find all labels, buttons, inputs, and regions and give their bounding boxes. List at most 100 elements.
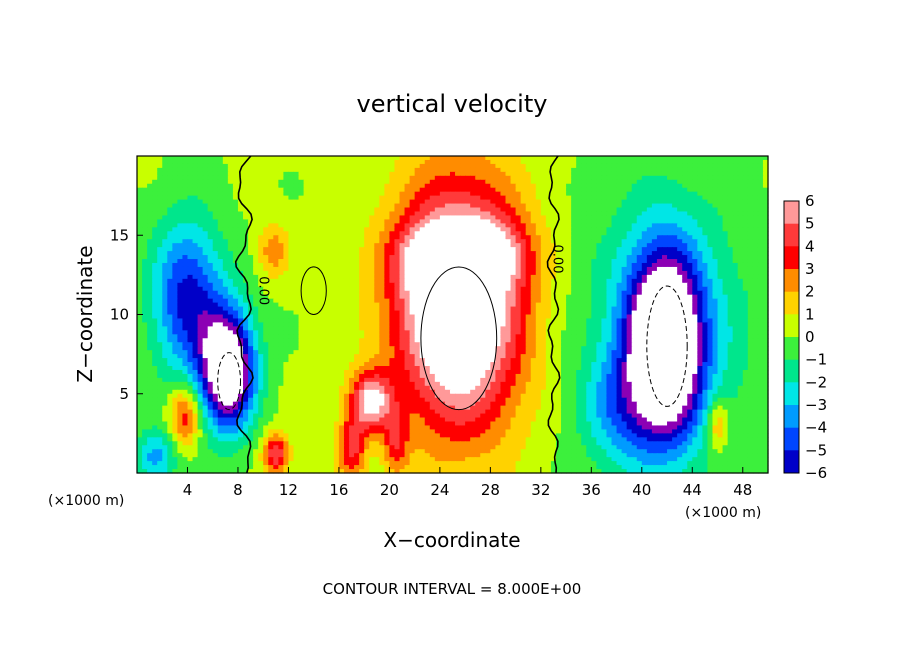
field-cell bbox=[667, 171, 673, 177]
field-cell bbox=[485, 156, 491, 161]
field-cell bbox=[747, 215, 754, 220]
field-cell bbox=[374, 278, 380, 284]
field-cell bbox=[520, 310, 527, 316]
field-cell bbox=[732, 274, 739, 280]
field-cell bbox=[455, 235, 461, 240]
field-cell bbox=[253, 191, 259, 197]
field-cell bbox=[757, 191, 764, 197]
field-cell bbox=[384, 187, 390, 193]
field-cell bbox=[217, 167, 224, 173]
field-cell bbox=[137, 251, 143, 256]
field-cell bbox=[586, 255, 592, 260]
field-cell bbox=[283, 183, 290, 189]
field-cell bbox=[288, 156, 295, 161]
field-cell bbox=[682, 211, 688, 217]
field-cell bbox=[555, 274, 562, 280]
field-cell bbox=[217, 199, 224, 205]
field-cell bbox=[656, 211, 663, 217]
field-cell bbox=[354, 223, 360, 228]
field-cell bbox=[379, 203, 385, 209]
field-cell bbox=[566, 156, 572, 161]
field-cell bbox=[379, 159, 385, 165]
field-cell bbox=[313, 199, 320, 205]
field-cell bbox=[313, 262, 320, 268]
field-cell bbox=[455, 298, 461, 304]
field-cell bbox=[586, 270, 592, 276]
field-cell bbox=[399, 207, 406, 213]
field-cell bbox=[601, 219, 608, 224]
field-cell bbox=[354, 282, 360, 288]
field-cell bbox=[424, 215, 431, 220]
field-cell bbox=[505, 298, 512, 304]
field-cell bbox=[616, 239, 623, 244]
field-cell bbox=[419, 159, 426, 165]
field-cell bbox=[677, 223, 683, 228]
field-cell bbox=[712, 199, 719, 205]
field-cell bbox=[419, 156, 426, 161]
field-cell bbox=[313, 231, 320, 236]
field-cell bbox=[752, 274, 759, 280]
field-cell bbox=[192, 274, 199, 280]
field-cell bbox=[515, 191, 522, 197]
field-cell bbox=[646, 171, 653, 177]
field-cell bbox=[697, 187, 703, 193]
field-cell bbox=[222, 199, 229, 205]
field-cell bbox=[333, 191, 340, 197]
field-cell bbox=[687, 262, 693, 268]
field-cell bbox=[343, 247, 350, 252]
field-cell bbox=[712, 255, 719, 260]
field-cell bbox=[687, 255, 693, 260]
field-cell bbox=[338, 156, 345, 161]
field-cell bbox=[651, 231, 658, 236]
field-cell bbox=[520, 266, 527, 272]
field-cell bbox=[752, 211, 759, 217]
field-cell bbox=[737, 187, 744, 193]
field-cell bbox=[157, 195, 163, 201]
field-cell bbox=[268, 219, 274, 224]
field-cell bbox=[177, 306, 184, 312]
field-cell bbox=[248, 179, 254, 185]
field-cell bbox=[712, 278, 719, 284]
field-cell bbox=[631, 183, 638, 189]
field-cell bbox=[636, 255, 643, 260]
field-cell bbox=[641, 270, 648, 276]
field-cell bbox=[490, 262, 497, 268]
field-cell bbox=[389, 266, 396, 272]
field-cell bbox=[672, 251, 678, 256]
field-cell bbox=[460, 167, 466, 173]
field-cell bbox=[434, 211, 441, 217]
field-cell bbox=[162, 156, 168, 161]
field-cell bbox=[404, 306, 411, 312]
field-cell bbox=[591, 302, 597, 308]
field-cell bbox=[692, 203, 698, 209]
field-cell bbox=[672, 207, 678, 213]
field-cell bbox=[288, 227, 295, 232]
field-cell bbox=[672, 262, 678, 268]
field-cell bbox=[500, 294, 507, 300]
field-cell bbox=[147, 191, 153, 197]
field-cell bbox=[566, 171, 572, 177]
field-cell bbox=[409, 156, 416, 161]
field-cell bbox=[470, 239, 476, 244]
field-cell bbox=[308, 199, 315, 205]
field-cell bbox=[419, 298, 426, 304]
field-cell bbox=[727, 302, 734, 308]
field-cell bbox=[429, 290, 436, 296]
field-cell bbox=[217, 156, 224, 161]
field-cell bbox=[293, 286, 300, 292]
field-cell bbox=[631, 298, 638, 304]
field-cell bbox=[561, 298, 567, 304]
field-cell bbox=[722, 179, 729, 185]
field-cell bbox=[328, 195, 335, 201]
field-cell bbox=[449, 255, 456, 260]
field-cell bbox=[343, 278, 350, 284]
field-cell bbox=[364, 179, 370, 185]
field-cell bbox=[702, 227, 709, 232]
field-cell bbox=[692, 227, 698, 232]
field-cell bbox=[212, 286, 219, 292]
field-cell bbox=[717, 156, 724, 161]
field-cell bbox=[212, 211, 219, 217]
field-cell bbox=[460, 215, 466, 220]
field-cell bbox=[515, 223, 522, 228]
field-cell bbox=[364, 231, 370, 236]
